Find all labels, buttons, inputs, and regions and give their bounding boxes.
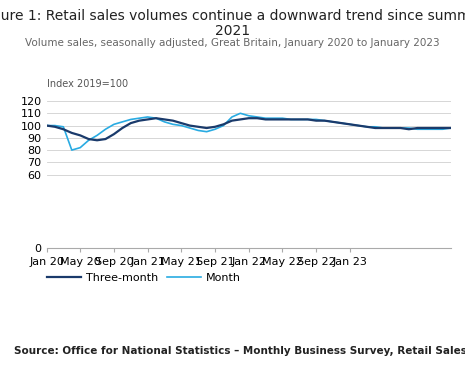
Text: Source: Office for National Statistics – Monthly Business Survey, Retail Sales I: Source: Office for National Statistics –…: [14, 346, 465, 356]
Text: Figure 1: Retail sales volumes continue a downward trend since summer: Figure 1: Retail sales volumes continue …: [0, 9, 465, 23]
Text: Index 2019=100: Index 2019=100: [46, 79, 127, 89]
Text: 2021: 2021: [215, 24, 250, 38]
Text: Volume sales, seasonally adjusted, Great Britain, January 2020 to January 2023: Volume sales, seasonally adjusted, Great…: [25, 38, 440, 48]
Legend: Three-month, Month: Three-month, Month: [43, 268, 246, 287]
